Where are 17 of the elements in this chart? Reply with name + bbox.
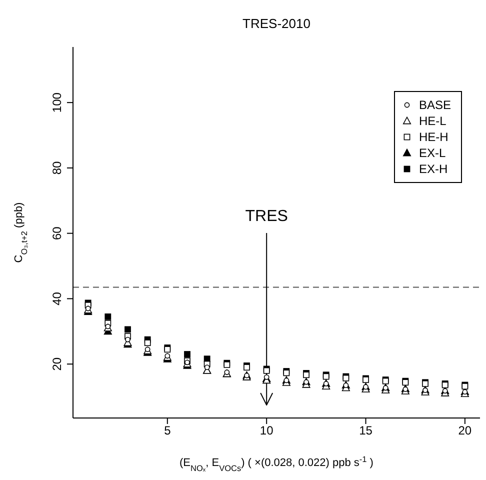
x-tick-label: 5 [164, 424, 172, 438]
x-tick-label: 10 [260, 424, 274, 438]
y-tick-label: 100 [50, 92, 64, 113]
x-tick-label: 20 [458, 424, 472, 438]
legend-label: BASE [418, 98, 451, 112]
y-tick-label: 40 [50, 292, 64, 306]
y-tick-label: 80 [50, 160, 64, 175]
legend-label: EX-L [418, 146, 446, 160]
legend-label: HE-L [418, 114, 446, 128]
x-tick-label: 15 [359, 424, 373, 438]
legend-label: HE-H [418, 130, 448, 144]
chart-title: TRES-2010 [242, 16, 310, 31]
ref-line-label: TRES [245, 208, 288, 225]
y-tick-label: 60 [50, 226, 64, 240]
x-axis-title: (E$_{NOₓ}$, E$_{VOCs}$) ( ×(0.028, 0.022) ppb s$^{-1}$ ) [180, 454, 374, 472]
legend-label: EX-H [418, 162, 448, 176]
y-tick-label: 20 [50, 357, 64, 371]
